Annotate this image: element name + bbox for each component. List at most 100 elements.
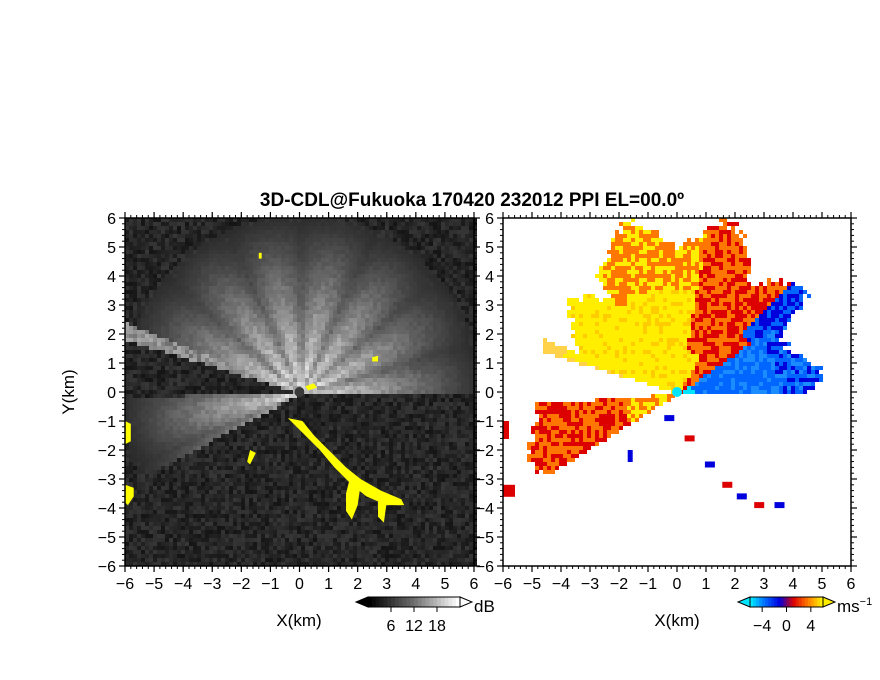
intensity-cell (377, 218, 381, 222)
intensity-cell (141, 242, 145, 246)
intensity-cell (193, 314, 197, 318)
intensity-cell (257, 246, 261, 250)
intensity-cell (301, 310, 305, 314)
intensity-cell (409, 382, 413, 386)
intensity-cell (301, 306, 305, 310)
intensity-cell (305, 442, 309, 446)
intensity-cell (405, 378, 409, 382)
intensity-cell (345, 258, 349, 262)
intensity-cell (441, 414, 445, 418)
intensity-cell (129, 322, 133, 326)
intensity-cell (221, 378, 225, 382)
intensity-cell (425, 294, 429, 298)
intensity-cell (253, 226, 257, 230)
intensity-cell (409, 274, 413, 278)
intensity-cell (145, 378, 149, 382)
intensity-cell (441, 318, 445, 322)
intensity-cell (349, 298, 353, 302)
intensity-cell (305, 226, 309, 230)
intensity-cell (177, 362, 181, 366)
intensity-cell (225, 314, 229, 318)
intensity-cell (321, 374, 325, 378)
intensity-cell (125, 226, 129, 230)
intensity-cell (213, 374, 217, 378)
intensity-cell (133, 222, 137, 226)
intensity-cell (157, 278, 161, 282)
intensity-cell (345, 426, 349, 430)
intensity-cell (373, 342, 377, 346)
intensity-cell (153, 346, 157, 350)
intensity-cell (217, 258, 221, 262)
intensity-cell (157, 410, 161, 414)
intensity-cell (245, 426, 249, 430)
intensity-cell (457, 306, 461, 310)
intensity-cell (397, 318, 401, 322)
intensity-cell (181, 326, 185, 330)
intensity-cell (309, 378, 313, 382)
intensity-cell (453, 318, 457, 322)
intensity-cell (393, 350, 397, 354)
intensity-cell (349, 330, 353, 334)
intensity-cell (189, 234, 193, 238)
intensity-cell (381, 350, 385, 354)
intensity-cell (213, 242, 217, 246)
intensity-cell (261, 422, 265, 426)
intensity-cell (421, 418, 425, 422)
intensity-cell (321, 414, 325, 418)
intensity-cell (341, 294, 345, 298)
intensity-cell (461, 422, 465, 426)
intensity-cell (181, 354, 185, 358)
intensity-cell (265, 302, 269, 306)
intensity-cell (229, 262, 233, 266)
intensity-cell (349, 370, 353, 374)
intensity-cell (413, 218, 417, 222)
intensity-cell (401, 434, 405, 438)
intensity-cell (233, 374, 237, 378)
intensity-cell (449, 274, 453, 278)
intensity-cell (197, 402, 201, 406)
intensity-cell (313, 346, 317, 350)
intensity-cell (157, 234, 161, 238)
intensity-cell (165, 422, 169, 426)
intensity-cell (465, 362, 469, 366)
intensity-cell (141, 402, 145, 406)
intensity-cell (341, 438, 345, 442)
intensity-cell (273, 294, 277, 298)
intensity-cell (389, 278, 393, 282)
intensity-cell (273, 250, 277, 254)
intensity-cell (193, 274, 197, 278)
intensity-cell (237, 322, 241, 326)
intensity-cell (377, 282, 381, 286)
intensity-cell (309, 402, 313, 406)
intensity-cell (281, 258, 285, 262)
intensity-cell (141, 394, 145, 398)
intensity-cell (425, 438, 429, 442)
intensity-cell (217, 262, 221, 266)
intensity-cell (197, 238, 201, 242)
intensity-cell (349, 302, 353, 306)
intensity-cell (277, 346, 281, 350)
intensity-cell (437, 226, 441, 230)
intensity-cell (285, 294, 289, 298)
intensity-cell (389, 366, 393, 370)
intensity-cell (241, 270, 245, 274)
intensity-cell (353, 442, 357, 446)
intensity-cell (357, 398, 361, 402)
intensity-cell (409, 310, 413, 314)
intensity-cell (141, 238, 145, 242)
intensity-cell (129, 378, 133, 382)
intensity-cell (337, 358, 341, 362)
intensity-cell (453, 406, 457, 410)
intensity-cell (441, 282, 445, 286)
intensity-cell (433, 266, 437, 270)
intensity-cell (473, 218, 477, 222)
intensity-cell (173, 342, 177, 346)
intensity-cell (353, 302, 357, 306)
intensity-cell (461, 318, 465, 322)
intensity-cell (161, 338, 165, 342)
intensity-cell (229, 254, 233, 258)
intensity-cell (417, 342, 421, 346)
intensity-cell (313, 402, 317, 406)
intensity-cell (361, 254, 365, 258)
intensity-cell (205, 326, 209, 330)
